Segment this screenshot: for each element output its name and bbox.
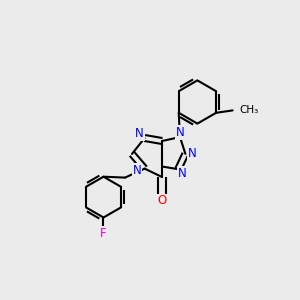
Text: O: O [158,194,166,208]
Text: N: N [188,147,196,161]
Text: CH₃: CH₃ [239,105,259,116]
Text: N: N [176,126,184,139]
Text: N: N [135,127,144,140]
Text: N: N [178,167,187,180]
Text: N: N [133,164,142,177]
Text: F: F [100,226,107,240]
